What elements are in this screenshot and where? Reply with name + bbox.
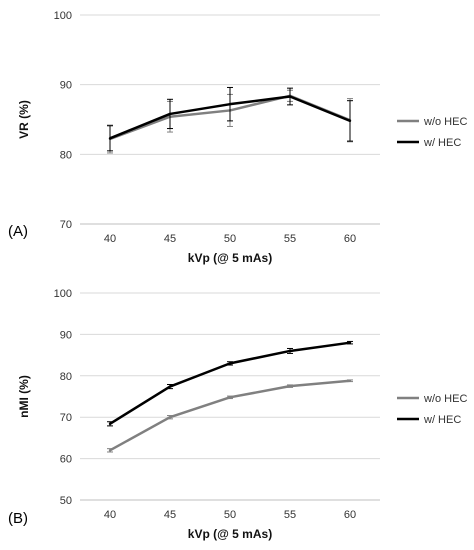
data-point <box>228 102 232 106</box>
x-tick-label: 50 <box>224 233 236 245</box>
y-tick-label: 90 <box>60 80 72 92</box>
data-point <box>348 379 352 382</box>
data-point <box>108 449 112 452</box>
y-tick-label: 50 <box>60 495 72 507</box>
x-tick-label: 45 <box>164 233 176 245</box>
y-tick-label: 80 <box>60 371 72 383</box>
series-with-hec <box>107 86 353 152</box>
x-tick-label: 60 <box>344 509 356 521</box>
data-point <box>288 95 292 98</box>
x-axis-title: kVp (@ 5 mAs) <box>188 251 272 265</box>
y-tick-label: 70 <box>60 412 72 424</box>
x-tick-label: 40 <box>104 509 116 521</box>
y-tick-label: 70 <box>60 219 72 231</box>
chart-panel-1: 70 80 90 100 40 45 50 55 60 kVp (@ 5 mAs) VR (%) (A… <box>8 10 467 265</box>
data-point <box>348 341 352 344</box>
y-tick-label: 90 <box>60 329 72 341</box>
data-point <box>168 416 172 419</box>
x-tick-label: 60 <box>344 233 356 245</box>
series-without-hec <box>107 379 353 453</box>
y-tick-label: 80 <box>60 149 72 161</box>
data-point <box>228 362 232 365</box>
panel-label: (A) <box>8 223 28 240</box>
legend-entry: w/ HEC <box>423 414 461 426</box>
x-tick-label: 50 <box>224 509 236 521</box>
y-tick-label: 60 <box>60 454 72 466</box>
data-point <box>288 349 292 353</box>
chart-panel-2: 50 60 70 80 90 100 40 45 50 55 60 kVp (@ 5 mAs) nMI … <box>8 288 467 541</box>
series-with-hec <box>107 340 353 427</box>
y-axis-title: nMI (%) <box>17 375 31 418</box>
data-point <box>228 396 232 399</box>
panel-label: (B) <box>8 510 28 527</box>
x-tick-label: 40 <box>104 233 116 245</box>
y-tick-label: 100 <box>54 288 72 300</box>
y-axis-title: VR (%) <box>17 100 31 139</box>
data-point <box>108 422 112 426</box>
series-line <box>109 379 351 452</box>
legend-entry: w/o HEC <box>423 393 467 405</box>
data-point <box>168 385 172 388</box>
data-point <box>108 137 112 140</box>
x-tick-label: 55 <box>284 233 296 245</box>
x-tick-label: 55 <box>284 509 296 521</box>
data-point <box>288 384 292 388</box>
data-point <box>348 119 352 123</box>
x-axis-title: kVp (@ 5 mAs) <box>188 527 272 541</box>
legend-entry: w/o HEC <box>423 116 467 128</box>
y-tick-label: 100 <box>54 10 72 22</box>
legend-entry: w/ HEC <box>423 137 461 149</box>
data-point <box>168 112 172 116</box>
x-tick-label: 45 <box>164 509 176 521</box>
